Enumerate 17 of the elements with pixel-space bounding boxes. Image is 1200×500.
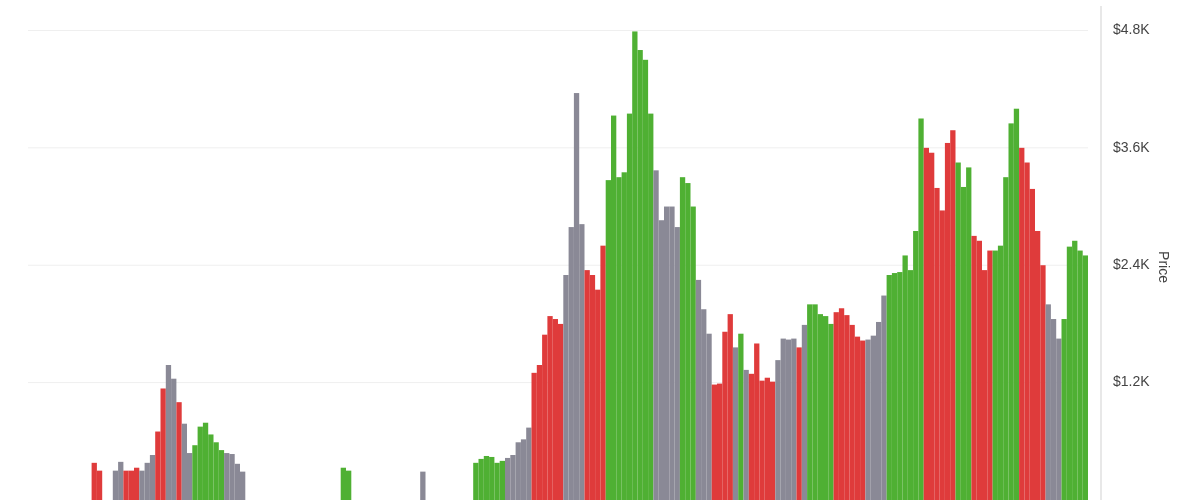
bar: [483, 455, 490, 500]
bar: [176, 402, 182, 500]
y-tick-label: $1.2K: [1113, 373, 1151, 390]
bar: [796, 347, 802, 500]
bar: [743, 369, 749, 500]
bar: [165, 365, 172, 500]
bar: [1013, 108, 1020, 500]
y-tick-label: $2.4K: [1113, 255, 1151, 272]
y-tick-label: $3.6K: [1113, 138, 1151, 155]
y-axis-title: Price: [1156, 251, 1173, 284]
y-tick-label: $4.8K: [1113, 21, 1151, 38]
bar: [420, 471, 426, 500]
bar: [801, 324, 808, 500]
bar: [732, 347, 739, 500]
bar: [695, 279, 702, 500]
bar: [149, 455, 156, 500]
bar: [738, 333, 744, 500]
